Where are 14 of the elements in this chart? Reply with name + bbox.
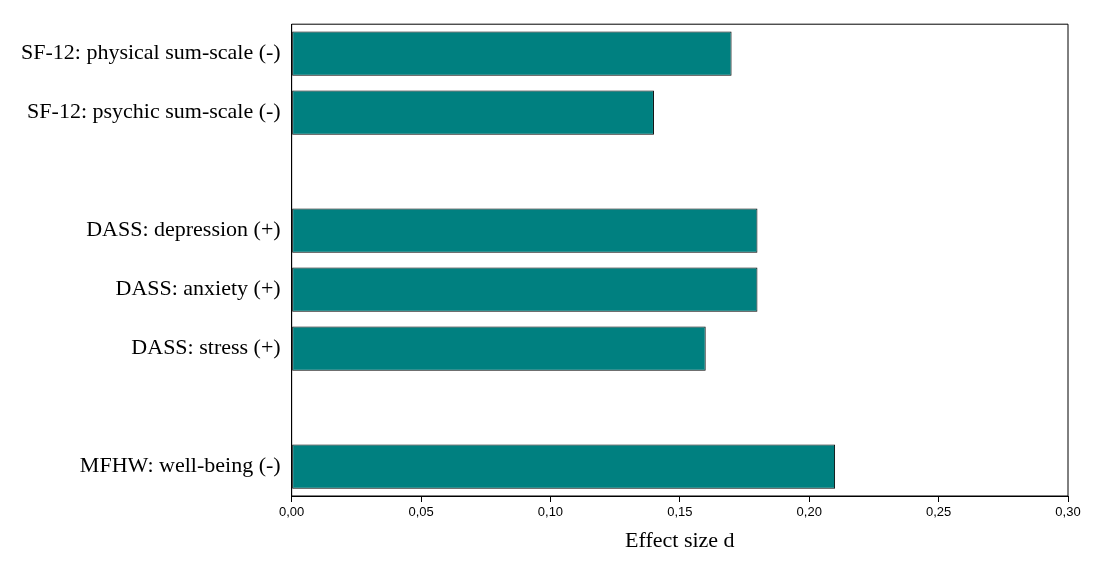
y-tick-label: SF-12: physical sum-scale (-) [21,39,281,65]
x-tick-label: 0,30 [1055,504,1081,520]
x-tick-label: 0,10 [537,504,564,520]
x-tick-label: 0,25 [925,504,952,520]
y-tick-label: DASS: anxiety (+) [115,275,281,301]
x-tick-label: 0,05 [408,504,434,520]
x-tick-label: 0,20 [796,504,822,520]
x-axis-title: Effect size d [625,526,735,552]
y-tick-label: DASS: depression (+) [86,216,281,242]
x-tick-label: 0,15 [667,504,693,520]
y-tick-label: SF-12: psychic sum-scale (-) [27,98,281,124]
y-tick-label: MFHW: well-being (-) [79,452,281,478]
x-tick-label: 0,00 [279,504,305,520]
y-tick-label: DASS: stress (+) [131,334,281,360]
